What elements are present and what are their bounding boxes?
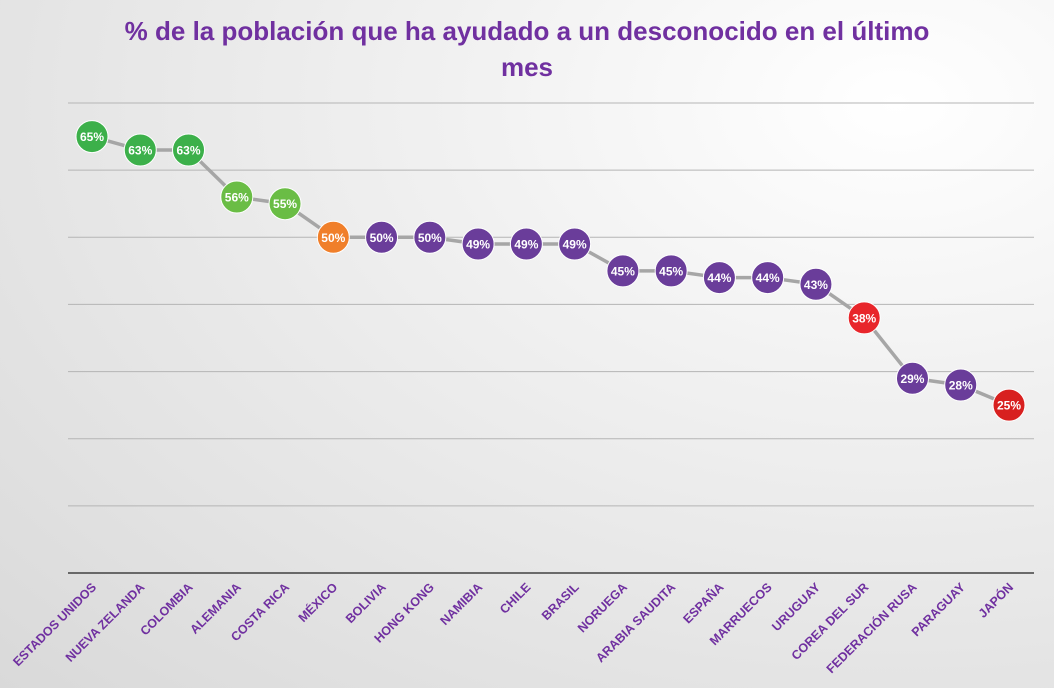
point-marker — [751, 261, 785, 295]
point-marker — [895, 361, 929, 395]
data-label: 50% — [370, 231, 394, 245]
point-marker — [316, 220, 350, 254]
category-label: FEDERACIÓN RUSA — [823, 580, 920, 677]
data-point: 49% — [461, 227, 495, 261]
data-label: 56% — [225, 191, 249, 205]
category-label: COLOMBIA — [138, 580, 196, 638]
data-point: 49% — [509, 227, 543, 261]
point-marker — [220, 180, 254, 214]
point-marker — [123, 133, 157, 167]
gridlines — [68, 102, 1034, 507]
series-line-path — [91, 134, 1010, 407]
data-label: 63% — [128, 144, 152, 158]
data-point: 50% — [365, 220, 399, 254]
point-marker — [944, 368, 978, 402]
chart-title-line-2: mes — [501, 52, 553, 82]
data-label: 45% — [659, 264, 683, 278]
data-point: 56% — [220, 180, 254, 214]
point-marker — [702, 261, 736, 295]
point-marker — [461, 227, 495, 261]
category-label: BOLIVIA — [343, 580, 389, 626]
data-label: 50% — [321, 231, 345, 245]
data-label: 29% — [900, 372, 924, 386]
point-marker — [654, 254, 688, 288]
point-marker — [992, 388, 1026, 422]
data-point: 63% — [123, 133, 157, 167]
data-label: 43% — [804, 278, 828, 292]
data-point: 28% — [944, 368, 978, 402]
data-point: 38% — [847, 301, 881, 335]
data-label: 25% — [997, 399, 1021, 413]
category-label: MÉXICO — [295, 579, 341, 625]
data-point: 49% — [558, 227, 592, 261]
data-point: 65% — [75, 120, 109, 154]
category-label: ESTADOS UNIDOS — [10, 580, 99, 669]
data-point: 25% — [992, 388, 1026, 422]
category-label: NAMIBIA — [438, 580, 486, 628]
data-point: 50% — [413, 220, 447, 254]
data-label: 49% — [514, 238, 538, 252]
data-point: 43% — [799, 267, 833, 301]
point-marker — [558, 227, 592, 261]
data-point: 63% — [172, 133, 206, 167]
data-label: 38% — [852, 311, 876, 325]
data-point: 50% — [316, 220, 350, 254]
chart-title: % de la población que ha ayudado a un de… — [125, 16, 930, 82]
data-label: 65% — [80, 130, 104, 144]
point-marker — [365, 220, 399, 254]
point-marker — [847, 301, 881, 335]
point-marker — [268, 187, 302, 221]
point-marker — [413, 220, 447, 254]
point-marker — [509, 227, 543, 261]
data-label: 49% — [563, 238, 587, 252]
chart-title-line-1: % de la población que ha ayudado a un de… — [125, 16, 930, 46]
data-point: 29% — [895, 361, 929, 395]
data-label: 28% — [949, 379, 973, 393]
point-marker — [799, 267, 833, 301]
data-point: 45% — [606, 254, 640, 288]
data-label: 44% — [756, 271, 780, 285]
data-label: 63% — [177, 144, 201, 158]
category-label: CHILE — [497, 580, 533, 616]
data-label: 44% — [707, 271, 731, 285]
data-point: 45% — [654, 254, 688, 288]
data-label: 55% — [273, 197, 297, 211]
data-label: 50% — [418, 231, 442, 245]
category-label: ESPAÑA — [680, 580, 727, 627]
data-point: 44% — [702, 261, 736, 295]
series-line — [91, 134, 1010, 407]
data-points: 65% 63% 63% 56% 55% 50% 50% 50% 49% 49% 49% 45% 45% 4… — [75, 120, 1026, 422]
point-marker — [606, 254, 640, 288]
point-marker — [75, 120, 109, 154]
data-point: 44% — [751, 261, 785, 295]
category-label: JAPÓN — [975, 580, 1016, 621]
category-label: BRASIL — [539, 580, 582, 623]
data-point: 55% — [268, 187, 302, 221]
data-label: 45% — [611, 264, 635, 278]
point-marker — [172, 133, 206, 167]
data-label: 49% — [466, 238, 490, 252]
